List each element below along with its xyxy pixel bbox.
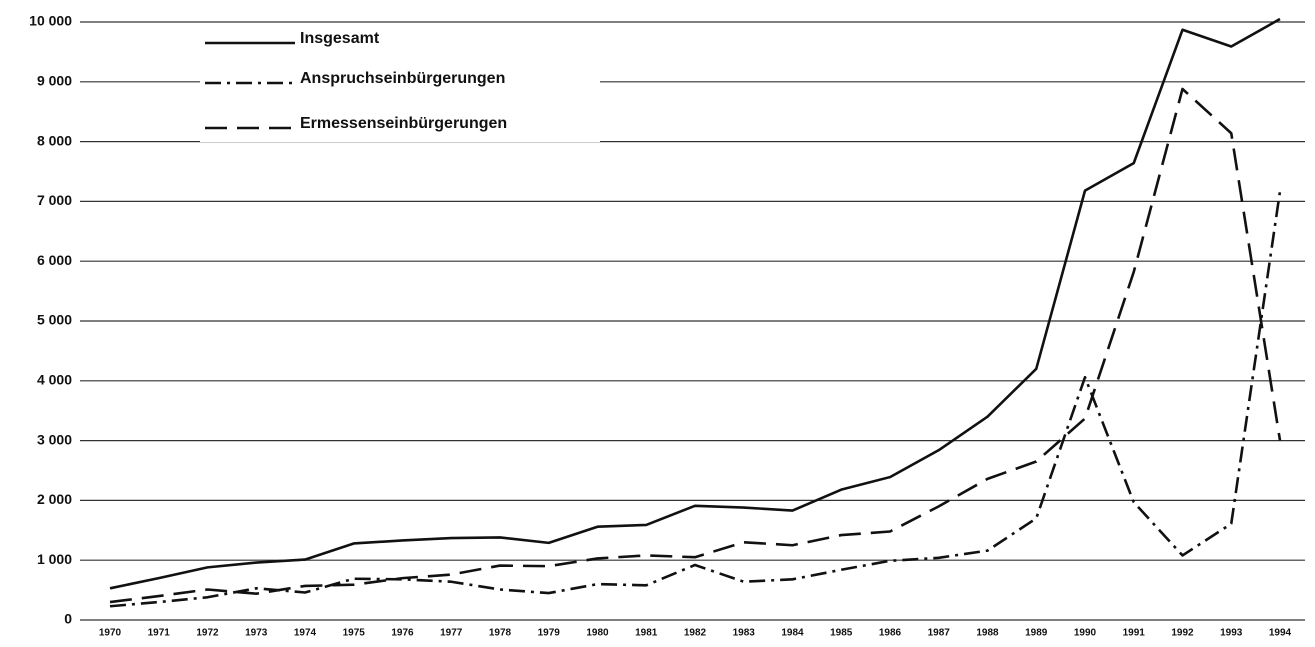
x-tick-label: 1985 xyxy=(830,628,853,639)
y-tick-label: 8 000 xyxy=(37,132,72,148)
data-line xyxy=(109,191,1282,608)
y-tick-label: 3 000 xyxy=(37,431,72,447)
y-tick-label: 2 000 xyxy=(37,491,72,507)
x-tick-label: 1990 xyxy=(1074,628,1097,639)
x-tick-label: 1982 xyxy=(684,628,707,639)
y-tick-label: 1 000 xyxy=(37,551,72,567)
x-tick-label: 1980 xyxy=(586,628,609,639)
y-tick-label: 7 000 xyxy=(37,192,72,208)
x-tick-label: 1992 xyxy=(1171,628,1194,639)
legend-label: Insgesamt xyxy=(300,30,380,47)
legend-label: Anspruchseinbürgerungen xyxy=(300,70,505,87)
x-tick-label: 1987 xyxy=(928,628,951,639)
legend-bg xyxy=(200,114,600,142)
x-tick-label: 1988 xyxy=(976,628,999,639)
y-tick-label: 5 000 xyxy=(37,312,72,328)
x-tick-label: 1970 xyxy=(99,628,122,639)
legend-label: Ermessenseinbürgerungen xyxy=(300,115,507,132)
data-line xyxy=(109,17,1281,590)
x-tick-label: 1978 xyxy=(489,628,512,639)
x-tick-label: 1976 xyxy=(391,628,414,639)
x-tick-label: 1972 xyxy=(196,628,219,639)
x-tick-label: 1983 xyxy=(733,628,756,639)
x-tick-label: 1971 xyxy=(148,628,171,639)
x-tick-label: 1977 xyxy=(440,628,463,639)
x-tick-label: 1986 xyxy=(879,628,902,639)
x-tick-label: 1994 xyxy=(1269,628,1292,639)
y-tick-label: 0 xyxy=(64,611,72,627)
y-tick-label: 4 000 xyxy=(37,372,72,388)
x-tick-label: 1981 xyxy=(635,628,658,639)
x-tick-label: 1991 xyxy=(1123,628,1146,639)
data-line xyxy=(109,87,1282,604)
x-tick-label: 1989 xyxy=(1025,628,1048,639)
x-tick-label: 1975 xyxy=(343,628,366,639)
x-tick-label: 1974 xyxy=(294,628,317,639)
y-tick-label: 10 000 xyxy=(29,13,72,29)
y-tick-label: 9 000 xyxy=(37,73,72,89)
x-tick-label: 1979 xyxy=(538,628,561,639)
y-tick-label: 6 000 xyxy=(37,252,72,268)
legend-bg xyxy=(200,69,600,97)
x-tick-label: 1993 xyxy=(1220,628,1243,639)
x-tick-label: 1973 xyxy=(245,628,268,639)
x-tick-label: 1984 xyxy=(781,628,804,639)
